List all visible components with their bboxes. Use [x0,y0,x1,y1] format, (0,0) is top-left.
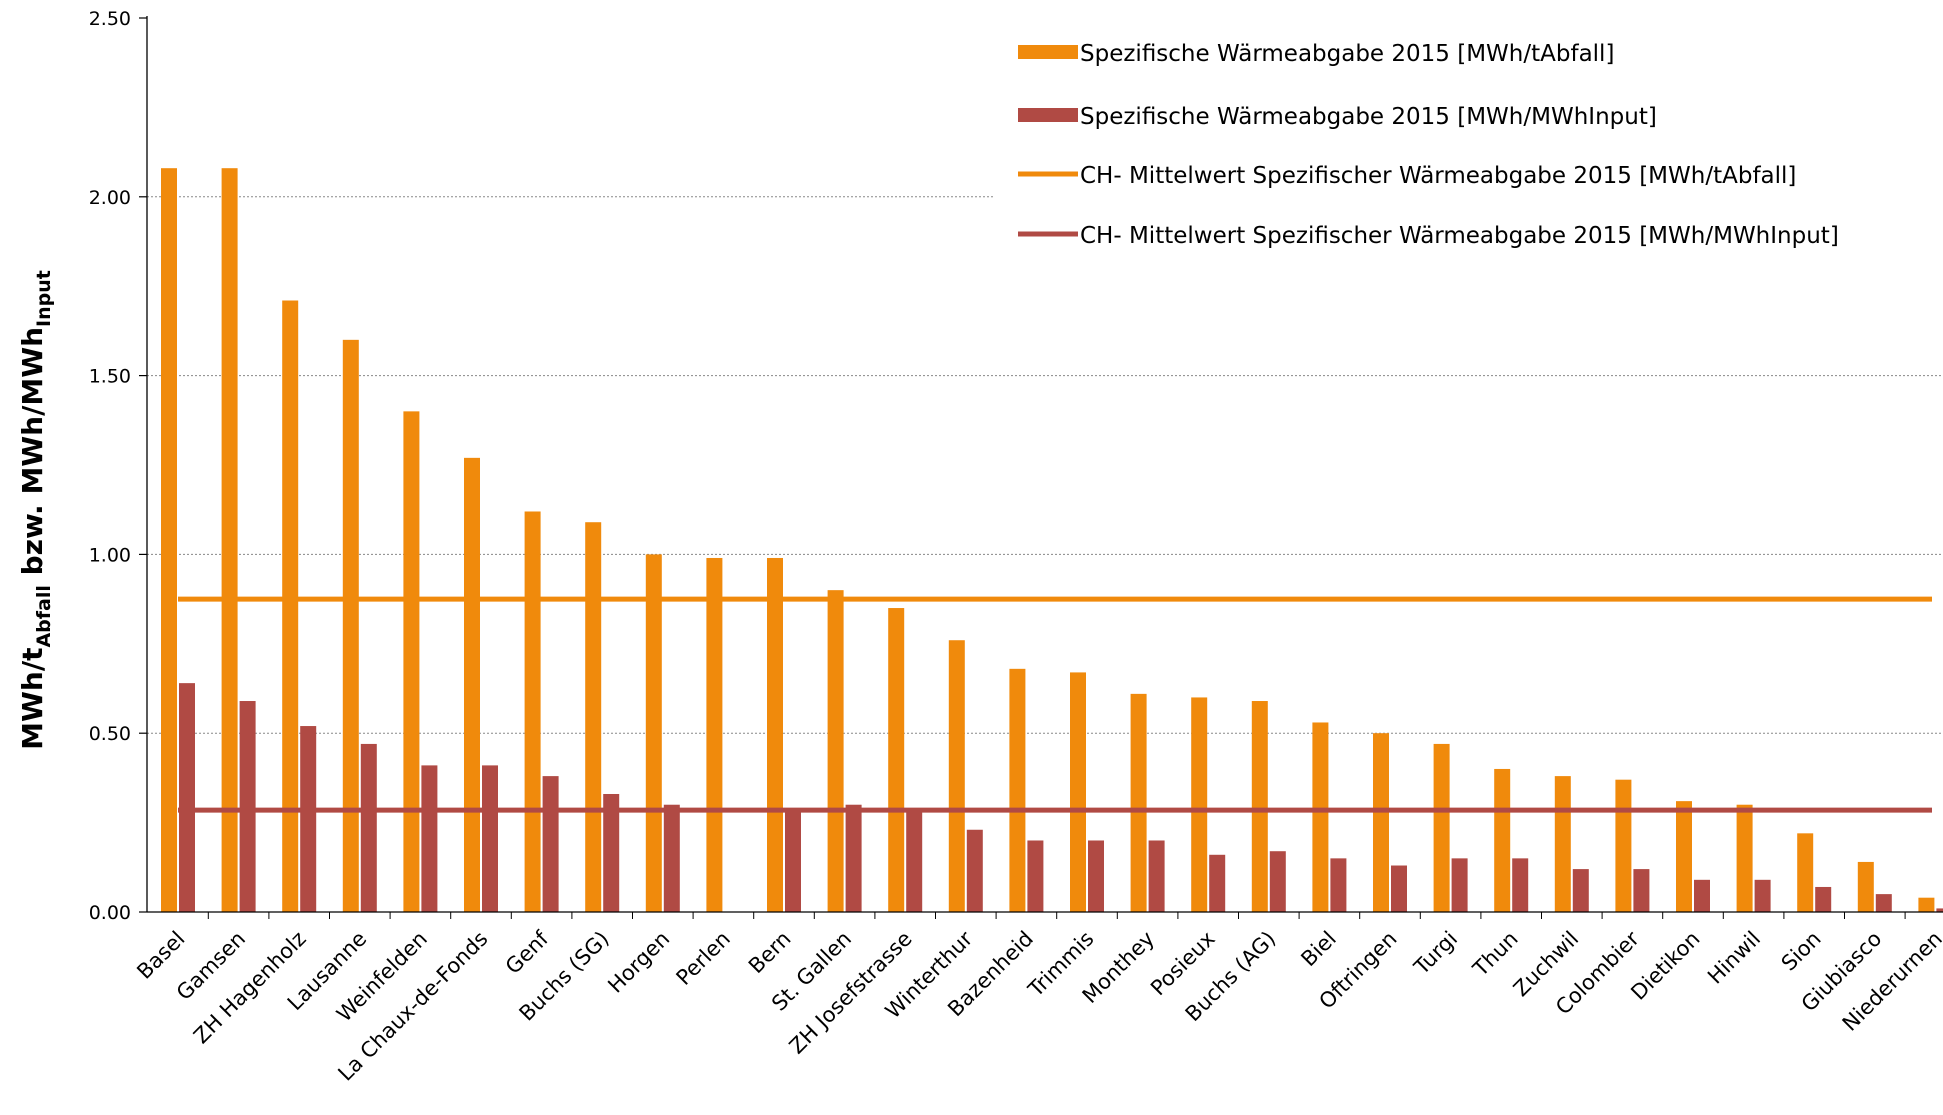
x-category-label: Sion [1777,927,1826,976]
bar-abfall [1676,801,1692,912]
y-tick-label: 0.00 [89,902,131,924]
bar-input [239,701,256,912]
bar-abfall [524,511,541,912]
bar-abfall [403,411,420,912]
bars [161,168,1943,913]
bar-input [1875,894,1892,912]
bar-input [300,726,317,912]
y-tick-label: 1.00 [89,544,131,566]
bar-abfall [1736,804,1753,912]
y-axis-label-main: MWh/t [16,648,49,750]
bar-abfall [1251,701,1268,912]
bar-input [603,793,620,912]
bar-input [1815,886,1832,912]
bar-abfall [1615,779,1632,912]
bar-abfall [1433,743,1450,912]
legend: Spezifische Wärmeabgabe 2015 [MWh/tAbfal… [1018,41,1839,249]
bar-input [1451,858,1468,912]
bar-input [179,683,195,912]
y-tick-labels: 0.00 0.50 1.00 1.50 2.00 2.50 [89,8,131,924]
x-category-label: Genf [501,926,554,979]
bar-input [1088,840,1104,912]
bar-input [1572,869,1589,912]
bar-abfall [888,608,905,912]
bar-abfall [827,590,844,912]
x-category-label: Thun [1468,927,1523,982]
bar-input [1694,879,1710,912]
bar-abfall [767,557,783,912]
bar-input [1633,869,1650,912]
legend-swatch-bar [1018,108,1078,122]
legend-entry-label: CH- Mittelwert Spezifischer Wärmeabgabe … [1080,163,1796,189]
bar-abfall [1554,776,1571,912]
bar-abfall [1130,693,1147,912]
bar-input [1027,840,1044,912]
mean-lines [178,596,1932,813]
bar-abfall [1918,897,1935,912]
bar-abfall [1312,722,1329,912]
bar-abfall [585,522,602,912]
x-category-label: Horgen [603,927,674,998]
legend-entry-label: Spezifische Wärmeabgabe 2015 [MWh/MWhInp… [1080,104,1657,130]
bar-input [906,808,923,912]
axes [139,16,1943,919]
bar-abfall [464,457,480,912]
bar-abfall [221,168,238,912]
y-axis-label-sub2: Input [33,270,55,327]
legend-swatch-bar [1018,45,1078,59]
bar-input [1754,879,1771,912]
y-tick-label: 1.50 [89,366,131,388]
bar-input [966,829,983,912]
y-tick-label: 2.50 [89,8,131,30]
bar-abfall [948,640,965,912]
bar-input [482,765,498,912]
bar-abfall [282,300,299,912]
bar-input [421,765,438,912]
bar-abfall [1070,672,1086,912]
y-axis-label-sub1: Abfall [33,585,55,647]
x-category-label: Perlen [672,927,735,990]
bar-abfall [1857,861,1874,912]
bar-input [845,804,862,912]
bar-input [1330,858,1347,912]
bar-abfall [1191,697,1208,912]
bar-abfall [1797,833,1814,912]
legend-entry-label: CH- Mittelwert Spezifischer Wärmeabgabe … [1080,223,1839,249]
x-category-label: Biel [1296,927,1341,972]
y-tick-label: 0.50 [89,723,131,745]
bar-input [1148,840,1165,912]
bar-input [1209,854,1226,912]
legend-entry-label: Spezifische Wärmeabgabe 2015 [MWh/tAbfal… [1080,41,1614,67]
bar-input [663,804,680,912]
bar-input [360,743,377,912]
bar-abfall [1373,733,1389,912]
bar-abfall [645,554,662,912]
gridlines [147,196,1943,734]
bar-input [1512,858,1529,912]
bar-abfall [342,339,359,913]
y-tick-label: 2.00 [89,187,131,209]
bar-abfall [1494,768,1511,912]
x-category-label: Bern [744,927,796,979]
x-category-label: Turgi [1409,927,1462,980]
x-category-label: Hinwil [1703,927,1765,989]
y-axis-label: MWh/tAbfall bzw. MWh/MWhInput [16,270,55,750]
x-category-label: Basel [132,927,189,984]
y-axis-label-mid: bzw. MWh/MWh [16,327,49,585]
bar-input [1269,851,1286,912]
bar-input [785,811,801,912]
bar-input [1936,908,1943,912]
bar-input [542,776,559,912]
bar-abfall [706,557,723,912]
bar-input [1391,865,1407,912]
bar-abfall [1009,668,1026,912]
bar-abfall [161,168,177,912]
